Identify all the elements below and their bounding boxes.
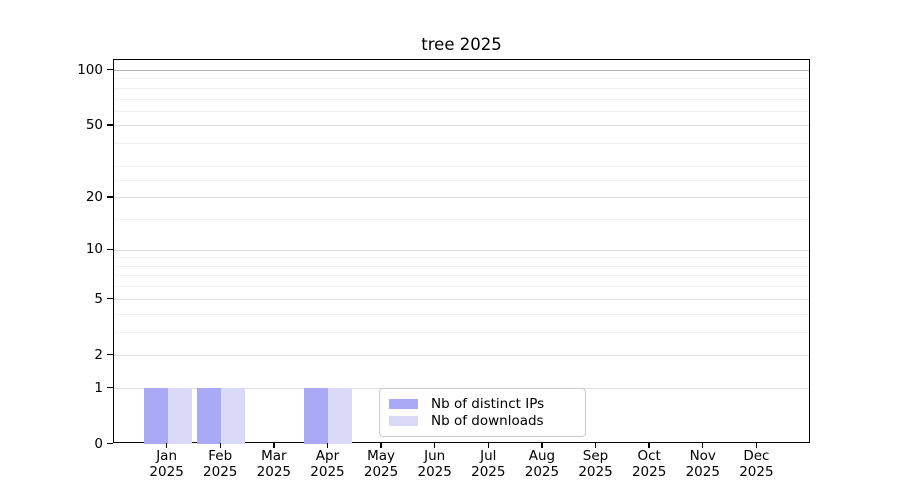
minor-gridline — [114, 98, 809, 100]
major-gridline — [114, 249, 809, 251]
bar-downloads — [167, 387, 192, 444]
bar-distinct-ips — [143, 387, 168, 444]
legend: Nb of distinct IPs Nb of downloads — [379, 388, 586, 437]
bar-downloads — [221, 387, 246, 444]
x-tick-mark — [433, 443, 436, 448]
y-tick-mark — [107, 69, 113, 71]
x-tick-label: Nov 2025 — [685, 448, 720, 480]
minor-gridline — [114, 87, 809, 89]
chart-title: tree 2025 — [421, 35, 502, 54]
x-tick-label: Apr 2025 — [310, 448, 345, 480]
x-tick-mark — [541, 443, 543, 448]
y-tick-mark — [107, 248, 113, 251]
x-tick-mark — [219, 443, 221, 448]
y-tick-mark — [107, 353, 113, 356]
y-tick-mark — [107, 124, 113, 126]
major-gridline — [114, 197, 809, 199]
x-tick-mark — [273, 443, 275, 448]
y-tick-label: 20 — [85, 188, 103, 205]
x-tick-label: Jun 2025 — [417, 448, 452, 480]
legend-label-distinct-ips: Nb of distinct IPs — [431, 395, 545, 412]
major-gridline — [114, 125, 809, 127]
y-tick-mark — [107, 386, 113, 389]
minor-gridline — [114, 78, 809, 80]
minor-gridline — [114, 265, 809, 267]
x-tick-label: Feb 2025 — [203, 448, 238, 480]
x-tick-label: Mar 2025 — [256, 448, 292, 480]
y-tick-mark — [107, 196, 113, 198]
y-tick-label: 1 — [94, 379, 103, 396]
y-tick-label: 100 — [77, 61, 103, 78]
major-gridline — [114, 354, 809, 356]
x-tick-mark — [380, 443, 382, 448]
x-tick-mark — [487, 443, 489, 448]
y-tick-label: 5 — [94, 290, 103, 307]
legend-swatch-distinct-ips — [389, 398, 418, 409]
minor-gridline — [114, 313, 809, 315]
bar-downloads — [328, 387, 353, 444]
x-tick-mark — [165, 443, 168, 448]
x-tick-label: Oct 2025 — [631, 448, 667, 480]
minor-gridline — [114, 275, 809, 277]
x-tick-label: Sep 2025 — [578, 448, 613, 480]
minor-gridline — [114, 165, 809, 167]
minor-gridline — [114, 331, 809, 333]
legend-label-downloads: Nb of downloads — [431, 413, 544, 430]
bar-distinct-ips — [304, 387, 329, 444]
minor-gridline — [114, 286, 809, 288]
major-gridline — [114, 70, 809, 72]
minor-gridline — [114, 179, 809, 181]
x-tick-mark — [326, 443, 329, 448]
legend-item-downloads: Nb of downloads — [389, 413, 575, 431]
minor-gridline — [114, 257, 809, 259]
y-tick-mark — [107, 297, 113, 300]
minor-gridline — [114, 143, 809, 145]
x-tick-label: Aug 2025 — [524, 448, 560, 480]
x-tick-mark — [648, 443, 650, 448]
x-tick-mark — [594, 443, 597, 448]
y-tick-label: 2 — [94, 346, 103, 363]
x-tick-label: Jan 2025 — [149, 448, 184, 480]
bar-distinct-ips — [197, 387, 222, 444]
legend-item-distinct-ips: Nb of distinct IPs — [389, 395, 575, 413]
minor-gridline — [114, 110, 809, 112]
legend-swatch-downloads — [389, 416, 418, 427]
y-tick-label: 50 — [85, 117, 103, 134]
x-tick-label: Dec 2025 — [739, 448, 774, 480]
y-tick-mark — [107, 443, 113, 445]
y-tick-label: 10 — [85, 241, 103, 258]
x-tick-label: May 2025 — [363, 448, 399, 480]
plot-area: Nb of distinct IPs Nb of downloads — [113, 59, 810, 444]
x-tick-mark — [702, 443, 704, 448]
x-tick-label: Jul 2025 — [471, 448, 506, 480]
y-tick-label: 0 — [94, 435, 103, 452]
x-tick-mark — [755, 443, 758, 448]
major-gridline — [114, 298, 809, 300]
minor-gridline — [114, 219, 809, 221]
